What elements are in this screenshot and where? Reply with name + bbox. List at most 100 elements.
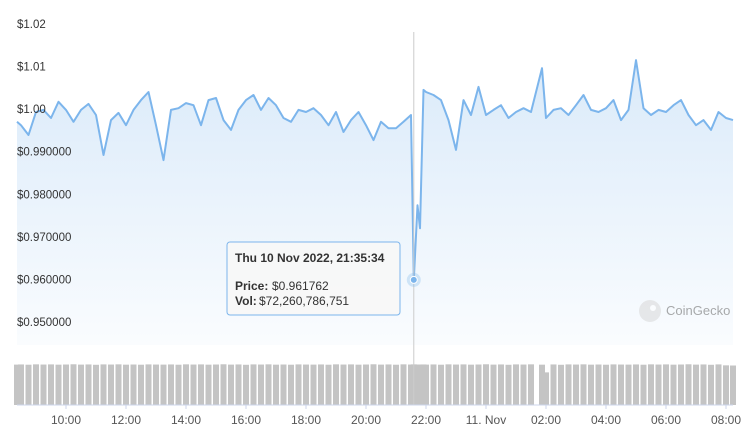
tooltip: Thu 10 Nov 2022, 21:35:34 Price: $0.9617… <box>226 241 401 316</box>
volume-bar <box>40 364 47 405</box>
volume-bar <box>417 364 423 405</box>
volume-bar <box>213 364 219 405</box>
volume-bar <box>625 364 632 405</box>
volume-bar <box>378 364 384 405</box>
y-tick-label: $0.960000 <box>17 274 71 286</box>
volume-bar <box>153 364 159 405</box>
x-tick-label: 04:00 <box>591 413 621 427</box>
volume-bar <box>438 364 444 405</box>
volume-bar <box>565 364 572 405</box>
volume-bar <box>400 364 407 405</box>
volume-bar <box>78 364 84 405</box>
volume-bar <box>520 364 527 405</box>
volume-bar <box>355 364 362 405</box>
volume-bar <box>48 364 54 405</box>
volume-bar <box>145 364 152 405</box>
volume-bar <box>550 364 557 405</box>
volume-bar <box>498 364 504 405</box>
volume-bar <box>265 364 272 405</box>
volume-bar <box>670 364 677 405</box>
volume-bar <box>715 364 722 405</box>
volume-bar <box>730 365 736 405</box>
volume-bar <box>595 364 602 405</box>
volume-bar <box>685 364 692 405</box>
area <box>17 60 733 345</box>
volume-bar <box>85 364 92 405</box>
tooltip-title: Thu 10 Nov 2022, 21:35:34 <box>235 251 385 265</box>
x-tick-label: 08:00 <box>711 413 741 427</box>
volume-bar <box>573 364 579 405</box>
volume-bar <box>258 364 264 405</box>
watermark: CoinGecko <box>639 300 730 322</box>
x-tick-label: 12:00 <box>111 413 141 427</box>
volume-bar <box>393 364 399 405</box>
y-tick-label: $0.970000 <box>17 232 71 244</box>
hover-point <box>409 275 418 284</box>
volume-bar <box>663 364 669 405</box>
volume-bar <box>295 364 302 405</box>
volume-bar <box>33 364 39 405</box>
volume-bar <box>333 364 339 405</box>
volume-bar <box>183 364 189 405</box>
volume-bar <box>445 364 452 405</box>
volume-bar <box>70 364 77 405</box>
volume-bar <box>708 364 714 405</box>
volume-bar <box>588 364 594 405</box>
volume-bar <box>93 364 99 405</box>
volume-bar <box>340 364 347 405</box>
volume-bar <box>700 364 707 405</box>
volume-bar <box>250 364 257 405</box>
volume-bar <box>483 364 489 405</box>
volume-bar <box>168 364 174 405</box>
volume-bar <box>288 364 294 405</box>
x-tick-label: 20:00 <box>351 413 381 427</box>
y-tick-label: $1.00 <box>17 104 46 116</box>
x-tick-label: 11. Nov <box>466 413 506 427</box>
volume-bar <box>325 364 332 405</box>
volume-bar <box>633 364 639 405</box>
watermark-logo-eye <box>650 305 656 311</box>
volume-bar <box>528 364 534 405</box>
volume-bar <box>580 364 587 405</box>
volume-bar <box>100 364 107 405</box>
volume-bar <box>108 364 114 405</box>
volume-bar <box>490 364 497 405</box>
volume-bar <box>618 364 624 405</box>
volume-bar <box>310 364 317 405</box>
volume-bar <box>138 364 144 405</box>
volume-bar <box>460 364 467 405</box>
volume-bar <box>505 364 512 405</box>
volume-bar <box>693 364 699 405</box>
volume-bar <box>468 364 474 405</box>
volume-bar <box>543 372 549 405</box>
y-tick-label: $0.980000 <box>17 189 71 201</box>
x-tick-label: 18:00 <box>291 413 321 427</box>
volume-bar <box>655 364 662 405</box>
volume-bar <box>678 364 684 405</box>
volume-bar <box>205 364 212 405</box>
volume-bar <box>610 364 617 405</box>
volume-bar <box>160 364 167 405</box>
volume-bar <box>228 364 234 405</box>
volume-bar <box>513 364 519 405</box>
volume-bar <box>475 364 482 405</box>
volume-bar <box>385 364 392 405</box>
x-tick-label: 02:00 <box>531 413 561 427</box>
volume-bar <box>273 364 279 405</box>
volume-bar <box>190 364 197 405</box>
volume-bar <box>25 364 32 405</box>
volume-bar <box>280 364 287 405</box>
volume-bar <box>115 364 122 405</box>
volume-bar <box>303 364 309 405</box>
volume-bar <box>63 364 69 405</box>
volume-bar <box>558 364 564 405</box>
volume-bar <box>603 364 609 405</box>
tooltip-label: Price: <box>235 279 268 293</box>
volume-bar <box>175 364 182 405</box>
tooltip-box <box>226 241 401 316</box>
volume-bar <box>370 364 377 405</box>
volume-bar <box>363 364 369 405</box>
y-tick-label: $0.950000 <box>17 317 71 329</box>
volume-bar <box>18 364 24 405</box>
